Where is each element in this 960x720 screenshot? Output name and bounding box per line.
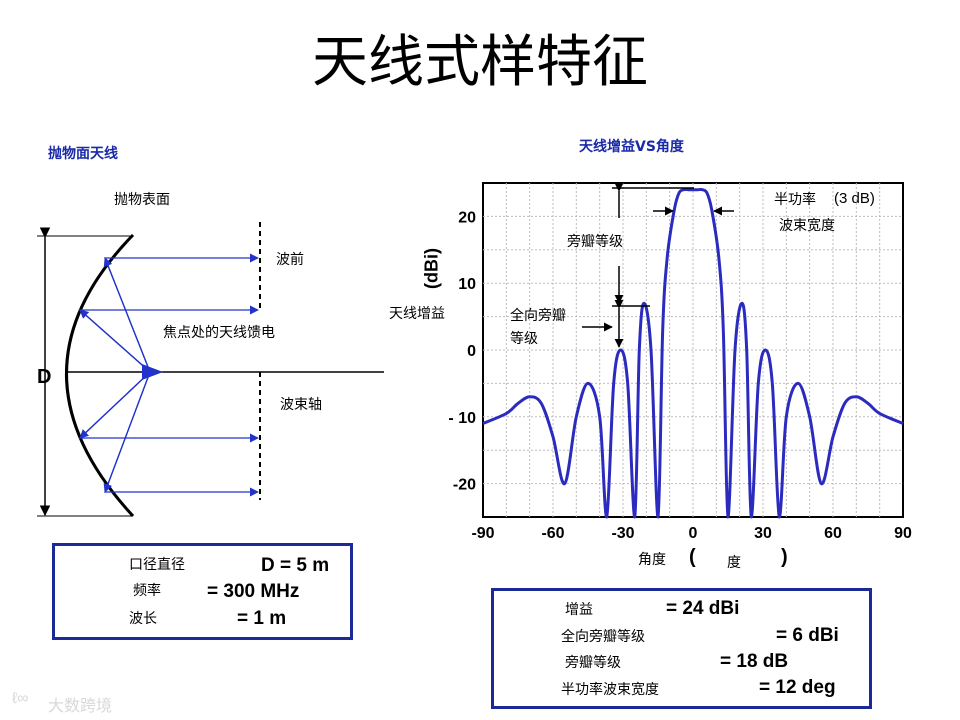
surface-label: 抛物表面: [114, 192, 170, 208]
wavelength-value: = 1 m: [237, 608, 287, 629]
y-tick-label: - 10: [448, 410, 476, 427]
chart-title: 天线增益VS角度: [579, 139, 684, 155]
wavefront-label: 波前: [276, 252, 304, 268]
x-tick-label: -90: [471, 525, 494, 542]
x-axis-paren-close: ): [781, 546, 788, 568]
half-power-label: 半功率: [774, 192, 816, 208]
frequency-value: = 300 MHz: [207, 581, 300, 602]
x-tick-label: -60: [541, 525, 564, 542]
y-tick-label: 20: [458, 209, 476, 226]
beamwidth-param-label: 半功率波束宽度: [561, 682, 659, 698]
beam-axis-label: 波束轴: [280, 397, 322, 413]
x-tick-label: 0: [689, 525, 698, 542]
left-section-title: 抛物面天线: [48, 146, 118, 162]
feed-horn: [142, 364, 163, 380]
ray-paths: [78, 253, 259, 497]
sidelobe-value: = 18 dB: [720, 651, 789, 672]
x-tick-label: -30: [611, 525, 634, 542]
aperture-value: D = 5 m: [261, 555, 330, 576]
frequency-label: 频率: [133, 583, 161, 599]
x-axis-unit: 度: [727, 555, 741, 571]
parabolic-dish: [65, 233, 135, 518]
beamwidth-label: 波束宽度: [779, 218, 835, 234]
watermark: 大数跨境: [48, 696, 113, 715]
gain-value: = 24 dBi: [666, 598, 740, 619]
omni-sidelobe-annotation-1: 全向旁瓣: [510, 308, 566, 324]
sidelobe-annotation: 旁瓣等级: [567, 234, 623, 250]
watermark-logo-icon: ℓ∞: [12, 690, 29, 707]
wavelength-label: 波长: [129, 611, 157, 627]
x-tick-label: 90: [894, 525, 912, 542]
dish-parameters-box: 口径直径 D = 5 m 频率 = 300 MHz 波长 = 1 m: [52, 543, 353, 640]
y-tick-label: 0: [467, 343, 476, 360]
grid-lines: [483, 183, 903, 517]
y-axis-name: 天线增益: [389, 306, 445, 322]
feed-label: 焦点处的天线馈电: [163, 325, 275, 341]
x-axis-paren-open: (: [689, 546, 696, 568]
aperture-label: 口径直径: [129, 557, 185, 573]
annotation-arrows: [582, 182, 734, 348]
omni-sidelobe-value: = 6 dBi: [776, 625, 839, 646]
y-tick-label: 10: [458, 276, 476, 293]
beamwidth-param-value: = 12 deg: [759, 677, 836, 698]
x-tick-label: 30: [754, 525, 772, 542]
gain-curve: [482, 187, 904, 519]
half-power-db-label: (3 dB): [834, 190, 875, 207]
slide-title: 天线式样特征: [312, 30, 648, 95]
y-tick-label: -20: [453, 477, 476, 494]
sidelobe-label: 旁瓣等级: [565, 655, 621, 671]
y-axis-unit: (dBi): [421, 248, 442, 289]
parabolic-antenna-diagram: [37, 222, 384, 518]
x-axis-name: 角度: [638, 552, 666, 568]
gain-label: 增益: [565, 602, 593, 618]
omni-sidelobe-annotation-2: 等级: [510, 331, 538, 347]
tick-labels: -90 -60 -30 0 30 60 90 20 10 0 - 10 -20: [448, 209, 912, 542]
pattern-parameters-box: 增益 = 24 dBi 全向旁瓣等级 = 6 dBi 旁瓣等级 = 18 dB …: [491, 588, 872, 709]
omni-sidelobe-label: 全向旁瓣等级: [561, 629, 645, 645]
x-tick-label: 60: [824, 525, 842, 542]
